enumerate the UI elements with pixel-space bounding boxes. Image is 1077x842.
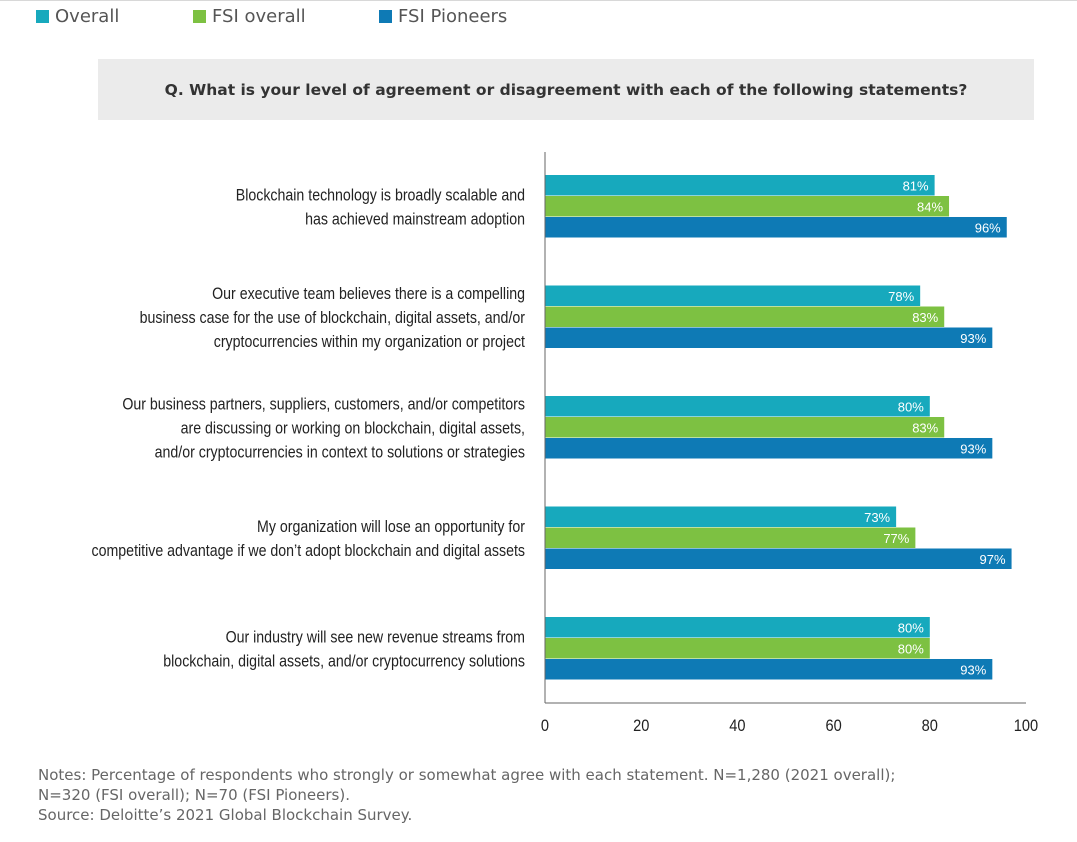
x-tick-label: 100	[1014, 717, 1039, 735]
bar-value-label: 96%	[975, 220, 1001, 235]
question-text: Q. What is your level of agreement or di…	[164, 80, 968, 99]
bar	[545, 438, 993, 459]
bar-value-label: 83%	[912, 420, 938, 435]
bar	[545, 417, 945, 438]
category-label: competitive advantage if we don’t adopt …	[92, 542, 526, 560]
category-label: are discussing or working on blockchain,…	[181, 420, 525, 438]
bar-value-label: 77%	[883, 531, 909, 546]
bar-value-label: 93%	[960, 662, 986, 677]
bar	[545, 506, 897, 527]
legend-label-fsi-overall: FSI overall	[212, 6, 306, 27]
legend-swatch-fsi-pioneers	[379, 10, 392, 23]
legend-item-fsi-pioneers: FSI Pioneers	[379, 6, 507, 27]
legend-item-fsi-overall: FSI overall	[193, 6, 306, 27]
notes-line: N=320 (FSI overall); N=70 (FSI Pioneers)…	[38, 786, 350, 804]
x-tick-label: 40	[729, 717, 745, 735]
bar-value-label: 80%	[898, 641, 924, 656]
bar	[545, 617, 930, 638]
bar	[545, 327, 993, 348]
category-label: and/or cryptocurrencies in context to so…	[155, 444, 526, 462]
category-label: cryptocurrencies within my organization …	[214, 333, 526, 351]
bar	[545, 396, 930, 417]
bar	[545, 196, 950, 217]
category-label: Our industry will see new revenue stream…	[226, 629, 525, 647]
x-tick-label: 80	[922, 717, 938, 735]
bar-value-label: 97%	[980, 552, 1006, 567]
bar-value-label: 80%	[898, 620, 924, 635]
x-tick-label: 0	[541, 717, 549, 735]
category-label: business case for the use of blockchain,…	[140, 309, 525, 327]
notes: Notes: Percentage of respondents who str…	[38, 765, 1058, 825]
question-banner: Q. What is your level of agreement or di…	[98, 59, 1034, 120]
bar	[545, 285, 921, 306]
category-label: Blockchain technology is broadly scalabl…	[236, 187, 525, 205]
category-label: Our business partners, suppliers, custom…	[122, 396, 525, 414]
bar-value-label: 80%	[898, 399, 924, 414]
bar	[545, 659, 993, 680]
bar-value-label: 93%	[960, 441, 986, 456]
bar-value-label: 81%	[903, 178, 929, 193]
bar-chart: 81% 84% 96% Blockchain technology is broadl…	[92, 152, 1039, 735]
legend-swatch-overall	[36, 10, 49, 23]
bar-value-label: 93%	[960, 331, 986, 346]
bar	[545, 217, 1007, 238]
bar	[545, 548, 1012, 569]
bar	[545, 638, 930, 659]
source-line: Source: Deloitte’s 2021 Global Blockchai…	[38, 806, 413, 824]
notes-line: Notes: Percentage of respondents who str…	[38, 766, 896, 784]
bar-value-label: 83%	[912, 310, 938, 325]
bar-value-label: 78%	[888, 289, 914, 304]
x-tick-label: 60	[825, 717, 841, 735]
legend-item-overall: Overall	[36, 6, 119, 27]
bar-value-label: 84%	[917, 199, 943, 214]
legend-label-overall: Overall	[55, 6, 120, 27]
bar	[545, 527, 916, 548]
bar-value-label: 73%	[864, 510, 890, 525]
category-label: My organization will lose an opportunity…	[257, 518, 525, 536]
bar	[545, 175, 935, 196]
legend-label-fsi-pioneers: FSI Pioneers	[398, 6, 508, 27]
category-label: has achieved mainstream adoption	[305, 211, 525, 229]
legend-swatch-fsi-overall	[193, 10, 206, 23]
bar	[545, 306, 945, 327]
category-label: Our executive team believes there is a c…	[212, 285, 525, 303]
top-divider	[0, 0, 1077, 1]
category-label: blockchain, digital assets, and/or crypt…	[163, 653, 525, 671]
x-tick-label: 20	[633, 717, 649, 735]
